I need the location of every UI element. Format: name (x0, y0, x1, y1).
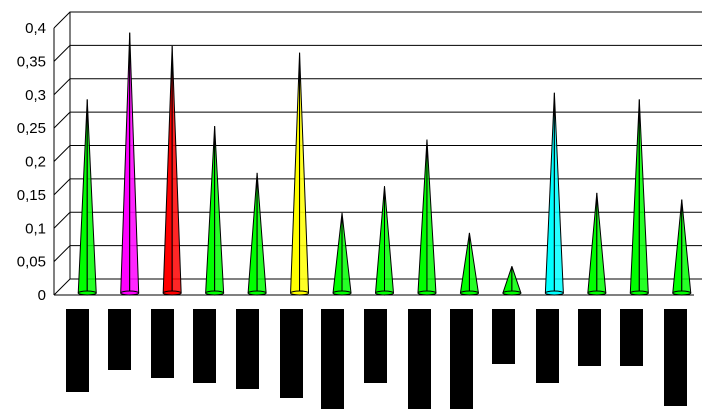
cone-right-face (299, 52, 310, 296)
cone-right-face (256, 172, 267, 296)
cone-left-face (120, 32, 131, 296)
cone-right-face (553, 92, 564, 296)
cone-left-face (290, 52, 301, 296)
y-tick-label: 0,15 (17, 187, 46, 204)
cone-left-face (77, 99, 88, 296)
cone-base (375, 290, 394, 296)
cone-base (544, 290, 564, 296)
cone-base (205, 290, 225, 296)
cone (247, 172, 267, 296)
x-tick-label-obscured (492, 309, 515, 364)
y-tick-label: 0,4 (25, 20, 46, 37)
gridline (53, 145, 702, 162)
cone-left-face (629, 99, 640, 296)
cone (120, 32, 140, 296)
cone-right-face (214, 126, 225, 296)
gridline (53, 44, 702, 62)
y-tick-label: 0,1 (25, 220, 46, 237)
cone (77, 99, 97, 296)
cone-base (162, 290, 182, 296)
cone (417, 139, 437, 296)
cone (587, 192, 607, 296)
cone (544, 92, 564, 296)
cone-left-face (374, 186, 385, 296)
y-axis (53, 12, 694, 296)
x-tick-label-obscured (536, 309, 559, 383)
cone-right-face (171, 46, 182, 296)
x-tick-label-obscured (236, 309, 259, 389)
cone-base (459, 290, 479, 296)
gridline (53, 111, 702, 129)
cone-left-face (332, 212, 343, 296)
cone-base (332, 290, 352, 296)
cone (374, 186, 395, 296)
x-tick-label-obscured (664, 309, 687, 406)
cone-base (247, 290, 267, 296)
cone (205, 126, 225, 296)
cone-right-face (426, 139, 437, 296)
cone (459, 232, 479, 296)
cone-right-face (596, 192, 607, 296)
cone-left-face (672, 199, 683, 296)
gridline (53, 11, 702, 29)
y-tick-label: 0,35 (17, 53, 46, 70)
cone (290, 52, 310, 296)
cone (502, 266, 522, 296)
x-tick-labels-obscured (66, 309, 687, 409)
cone-left-face (544, 92, 555, 296)
x-tick-label-obscured (66, 309, 89, 392)
cone-left-face (247, 172, 258, 296)
cone-left-face (417, 139, 428, 296)
gridline (53, 78, 702, 96)
x-tick-label-obscured (408, 309, 431, 409)
cone-right-face (129, 32, 140, 296)
y-tick-label: 0,25 (17, 120, 46, 137)
cone-left-face (205, 126, 216, 296)
cones (77, 32, 692, 296)
y-tick-label: 0,3 (25, 87, 46, 104)
cone-right-face (681, 199, 692, 296)
cone-base (120, 290, 140, 296)
cone-base (290, 290, 310, 296)
y-tick-labels: 0 0,05 0,1 0,15 0,2 0,25 0,3 0,35 0,4 (17, 20, 46, 304)
gridlines (53, 11, 702, 296)
cone-base (77, 290, 97, 296)
x-tick-label-obscured (193, 309, 216, 383)
cone-base (417, 290, 437, 296)
y-tick-label: 0 (38, 287, 46, 304)
x-tick-label-obscured (108, 309, 131, 370)
x-tick-label-obscured (578, 309, 601, 366)
x-tick-label-obscured (321, 309, 344, 409)
cone-left-face (587, 192, 598, 296)
cone (672, 199, 692, 296)
x-tick-label-obscured (450, 309, 473, 409)
cone-right-face (468, 232, 479, 296)
cone-base (672, 290, 692, 296)
x-tick-label-obscured (280, 309, 303, 398)
x-tick-label-obscured (620, 309, 643, 366)
cone-left-face (162, 46, 173, 296)
cone (629, 99, 649, 296)
y-tick-label: 0,05 (17, 254, 46, 271)
gridline (53, 211, 702, 229)
cone (332, 212, 352, 296)
x-tick-label-obscured (151, 309, 174, 378)
cone-right-face (341, 212, 352, 296)
cone-base (587, 290, 607, 296)
cone-right-face (384, 186, 395, 296)
cone-base (629, 290, 649, 296)
cone-right-face (638, 99, 649, 296)
cone-right-face (86, 99, 97, 296)
cone (162, 46, 182, 296)
x-tick-label-obscured (364, 309, 387, 383)
cone-base (502, 290, 522, 296)
cone-left-face (459, 232, 470, 296)
y-tick-label: 0,2 (25, 154, 46, 171)
gridline (53, 178, 702, 196)
